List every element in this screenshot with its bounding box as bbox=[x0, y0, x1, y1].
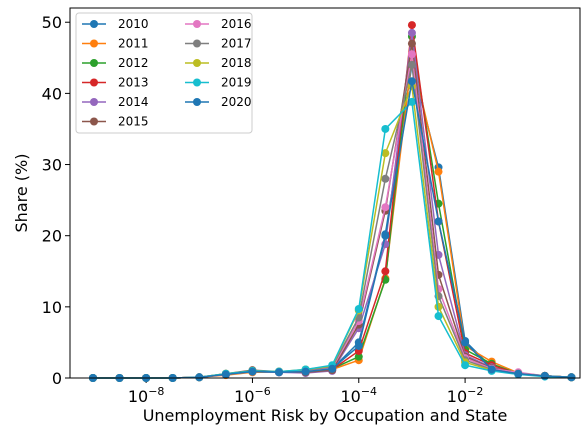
data-point bbox=[434, 302, 443, 311]
data-point bbox=[248, 367, 257, 376]
data-point bbox=[407, 60, 416, 69]
data-point bbox=[354, 352, 363, 361]
legend-label: 2015 bbox=[118, 115, 149, 129]
data-point bbox=[328, 364, 337, 373]
legend-marker bbox=[90, 39, 98, 48]
legend-marker bbox=[193, 20, 201, 28]
legend-marker bbox=[90, 78, 98, 87]
data-point bbox=[487, 365, 496, 374]
data-point bbox=[354, 341, 363, 350]
data-point bbox=[407, 77, 416, 86]
x-tick-label: 10−4 bbox=[340, 385, 377, 406]
x-axis-label: Unemployment Risk by Occupation and Stat… bbox=[143, 406, 508, 425]
legend-marker bbox=[90, 117, 98, 126]
data-point bbox=[461, 361, 470, 370]
x-tick-label: 10−2 bbox=[447, 385, 484, 406]
data-point bbox=[195, 373, 204, 382]
legend-marker bbox=[193, 98, 201, 106]
legend-label: 2017 bbox=[221, 37, 252, 51]
data-point bbox=[461, 338, 470, 347]
legend-label: 2016 bbox=[221, 17, 252, 31]
data-point bbox=[301, 367, 310, 376]
legend-label: 2018 bbox=[221, 56, 252, 70]
data-point bbox=[381, 203, 390, 212]
data-point bbox=[381, 149, 390, 158]
legend: 2010 2011 2012 2013 2014 2015 2016 2017 2018 2019… bbox=[75, 12, 253, 134]
plot-frame bbox=[69, 7, 581, 379]
data-point bbox=[434, 312, 443, 321]
legend-marker bbox=[90, 59, 98, 67]
x-tick-label: 10−6 bbox=[234, 385, 271, 406]
legend-marker bbox=[193, 59, 201, 67]
legend-label: 2010 bbox=[118, 17, 149, 31]
legend-label: 2011 bbox=[118, 37, 149, 51]
data-point bbox=[275, 368, 284, 377]
legend-label: 2013 bbox=[118, 76, 149, 90]
data-point bbox=[381, 124, 390, 133]
data-point bbox=[354, 304, 363, 313]
data-point bbox=[434, 167, 443, 176]
data-point bbox=[540, 371, 549, 380]
x-tick-label: 10−8 bbox=[128, 385, 165, 406]
legend-label: 2012 bbox=[118, 56, 149, 70]
legend-box bbox=[75, 12, 253, 134]
data-point bbox=[407, 50, 416, 59]
legend-marker bbox=[193, 39, 201, 48]
legend-label: 2019 bbox=[221, 76, 252, 90]
y-tick-label: 20 bbox=[42, 227, 62, 246]
legend-label: 2014 bbox=[118, 95, 149, 109]
y-axis-label: Share (%) bbox=[12, 154, 31, 233]
data-point bbox=[381, 231, 390, 240]
y-tick-label: 50 bbox=[42, 13, 62, 32]
legend-marker bbox=[193, 78, 201, 87]
data-point bbox=[381, 174, 390, 183]
legend-label: 2020 bbox=[221, 95, 252, 109]
y-tick-label: 0 bbox=[52, 369, 62, 388]
data-point bbox=[407, 21, 416, 30]
data-point bbox=[221, 370, 230, 379]
data-point bbox=[407, 28, 416, 37]
series-line bbox=[92, 100, 572, 379]
legend-marker bbox=[90, 20, 98, 28]
data-point bbox=[407, 97, 416, 106]
data-point bbox=[434, 217, 443, 226]
y-tick-label: 30 bbox=[42, 156, 62, 175]
data-point bbox=[514, 369, 523, 378]
y-tick-label: 10 bbox=[42, 298, 62, 317]
data-point bbox=[381, 267, 390, 276]
data-point bbox=[567, 373, 576, 382]
data-point bbox=[407, 39, 416, 48]
legend-marker bbox=[90, 98, 98, 106]
y-tick-label: 40 bbox=[42, 84, 62, 103]
